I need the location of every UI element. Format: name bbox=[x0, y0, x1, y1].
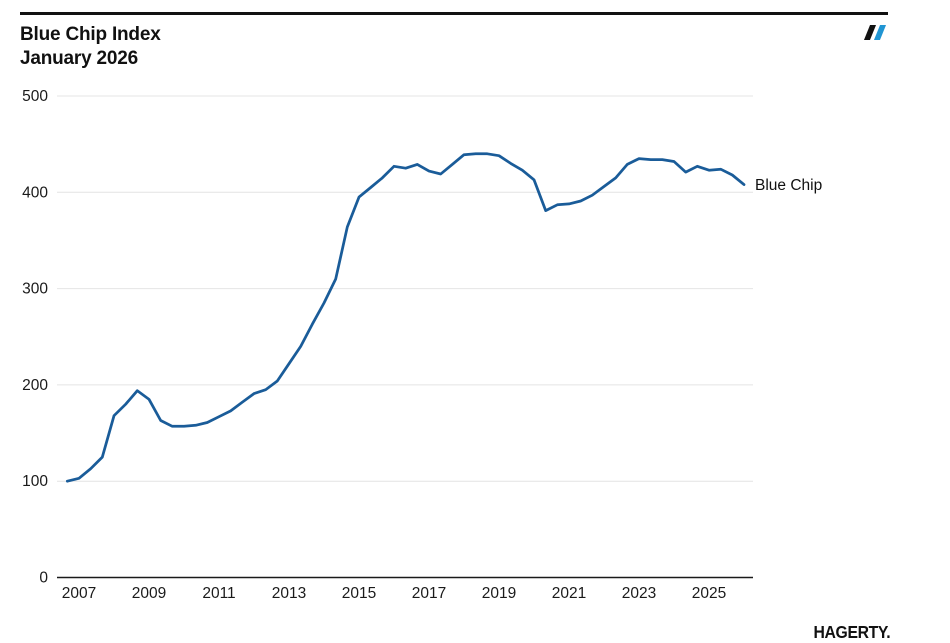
x-tick-label: 2009 bbox=[132, 585, 166, 602]
double-slash-icon bbox=[863, 25, 887, 40]
y-tick-label: 200 bbox=[22, 377, 48, 394]
chart-subtitle-date: January 2026 bbox=[20, 48, 139, 69]
x-tick-label: 2019 bbox=[482, 585, 516, 602]
chart-title: Blue Chip Index January 2026 bbox=[20, 23, 161, 71]
series-label-blue-chip: Blue Chip bbox=[755, 177, 823, 194]
blue-chip-line bbox=[65, 152, 746, 483]
x-tick-label: 2007 bbox=[62, 585, 96, 602]
y-tick-label: 0 bbox=[39, 570, 48, 587]
x-tick-label: 2021 bbox=[552, 585, 586, 602]
y-tick-label: 100 bbox=[22, 473, 48, 490]
x-tick-label: 2023 bbox=[622, 585, 656, 602]
hagerty-logo: HAGERTY. bbox=[813, 622, 890, 642]
header-divider bbox=[20, 12, 888, 15]
y-tick-label: 500 bbox=[22, 88, 48, 105]
x-tick-label: 2013 bbox=[272, 585, 306, 602]
y-tick-label: 300 bbox=[22, 281, 48, 298]
y-tick-label: 400 bbox=[22, 184, 48, 201]
x-tick-label: 2025 bbox=[692, 585, 726, 602]
chart-title-line1: Blue Chip Index bbox=[20, 24, 161, 45]
x-tick-label: 2017 bbox=[412, 585, 446, 602]
x-tick-label: 2011 bbox=[202, 585, 235, 602]
x-tick-label: 2015 bbox=[342, 585, 376, 602]
